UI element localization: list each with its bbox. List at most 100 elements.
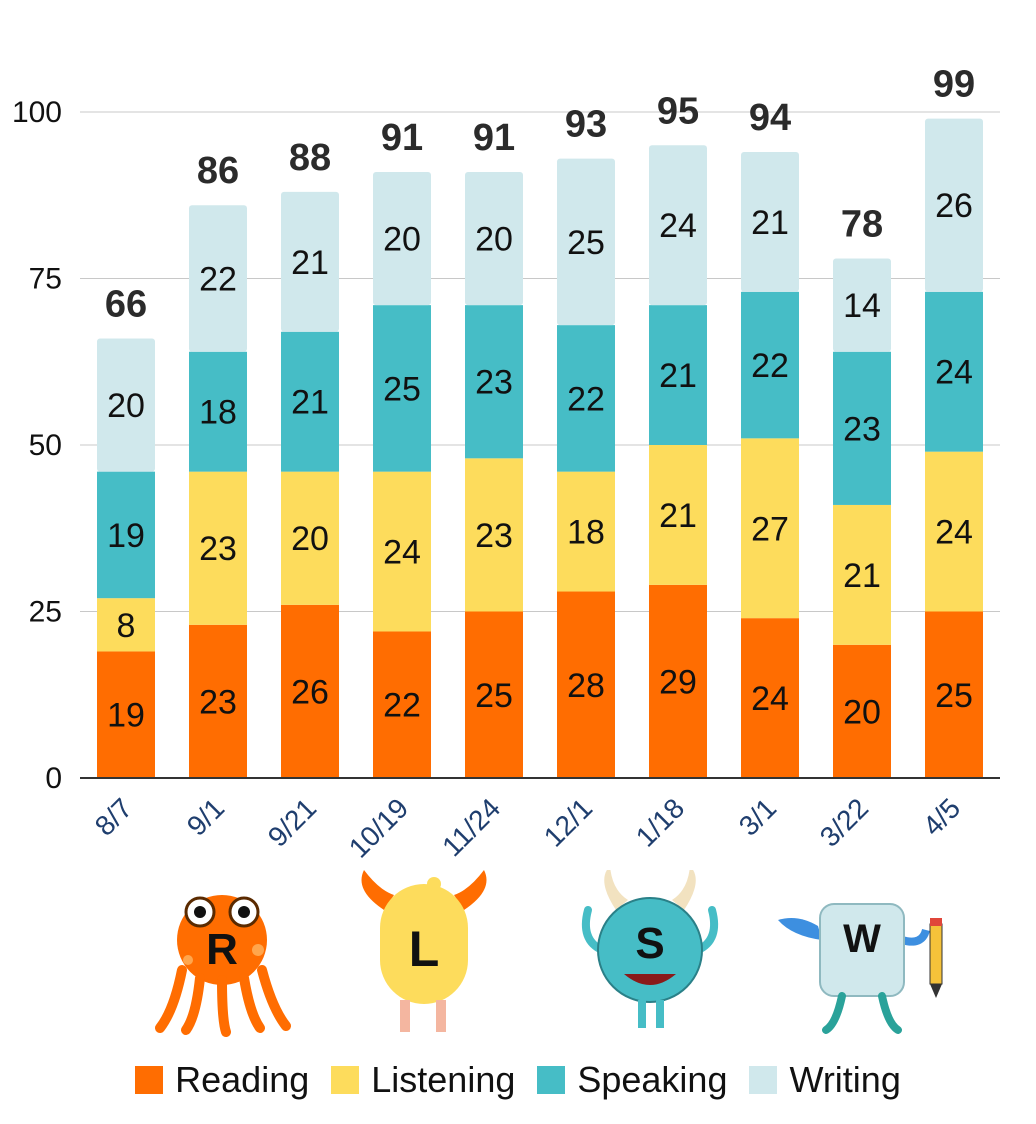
bar-stack-1-18: 29 21 21 24 95 xyxy=(649,90,707,778)
x-tick-label: 3/1 xyxy=(733,792,782,841)
value-label-writing: 21 xyxy=(751,204,789,242)
bar-listening-3-1 xyxy=(741,438,799,619)
legend-swatch-reading xyxy=(135,1066,164,1094)
value-label-listening: 21 xyxy=(659,497,697,535)
x-tick-label: 11/24 xyxy=(436,792,506,862)
total-label: 88 xyxy=(289,137,331,179)
bar-writing-12-1 xyxy=(557,158,615,326)
value-label-reading: 25 xyxy=(935,677,973,715)
bar-speaking-3-1 xyxy=(741,291,799,439)
bar-reading-9-21 xyxy=(281,604,339,778)
total-label: 94 xyxy=(749,97,791,139)
x-tick-label: 12/1 xyxy=(538,792,598,852)
value-label-reading: 28 xyxy=(567,667,605,705)
total-label: 95 xyxy=(657,90,699,132)
mascot-letter-r: R xyxy=(206,925,238,974)
bar-stack-3-22: 20 21 23 14 78 xyxy=(833,204,891,778)
value-label-reading: 29 xyxy=(659,663,697,701)
value-label-listening: 8 xyxy=(117,607,136,645)
mascot-letter-w: W xyxy=(843,917,881,961)
yellow-horned-monster-icon: L xyxy=(361,870,487,1032)
value-label-speaking: 21 xyxy=(291,384,329,422)
value-label-speaking: 18 xyxy=(199,394,237,432)
y-tick-label: 50 xyxy=(29,429,62,462)
total-label: 66 xyxy=(105,283,147,325)
mascot-letter-s: S xyxy=(635,919,664,968)
value-label-reading: 24 xyxy=(751,680,789,718)
value-label-writing: 26 xyxy=(935,187,973,225)
value-label-writing: 20 xyxy=(475,221,513,259)
bar-writing-8-7 xyxy=(97,338,155,472)
x-tick-label: 9/1 xyxy=(181,792,230,841)
x-axis-ticks: 8/7 9/1 9/21 10/19 11/24 12/1 1/18 3/1 3/22 4/5 xyxy=(89,792,966,863)
x-tick-label: 9/21 xyxy=(262,792,322,852)
value-label-listening: 24 xyxy=(935,514,973,552)
bar-writing-3-1 xyxy=(741,151,799,292)
value-label-speaking: 23 xyxy=(843,410,881,448)
bar-reading-9-1 xyxy=(189,624,247,778)
bar-reading-8-7 xyxy=(97,651,155,778)
value-label-reading: 26 xyxy=(291,673,329,711)
value-label-reading: 19 xyxy=(107,697,145,735)
bar-stack-3-1: 24 27 22 21 94 xyxy=(741,97,799,778)
value-label-reading: 25 xyxy=(475,677,513,715)
value-label-writing: 22 xyxy=(199,261,237,299)
bar-speaking-1-18 xyxy=(649,305,707,445)
bar-listening-10-19 xyxy=(373,471,431,632)
bar-speaking-3-22 xyxy=(833,351,891,505)
value-label-writing: 24 xyxy=(659,207,697,245)
value-label-speaking: 19 xyxy=(107,517,145,555)
total-label: 78 xyxy=(841,204,883,246)
bar-reading-3-1 xyxy=(741,618,799,778)
bar-listening-11-24 xyxy=(465,458,523,612)
total-label: 93 xyxy=(565,104,607,146)
legend-label-writing: Writing xyxy=(789,1059,901,1100)
bar-stack-8-7: 19 8 19 20 66 xyxy=(97,283,155,778)
legend: Reading Listening Speaking Writing xyxy=(0,1052,1036,1108)
legend-swatch-listening xyxy=(331,1066,360,1094)
bars: 1981920662323182286262021218822242520912… xyxy=(97,64,983,778)
value-label-reading: 22 xyxy=(383,687,421,725)
value-label-listening: 23 xyxy=(199,530,237,568)
bar-listening-9-21 xyxy=(281,471,339,605)
legend-swatch-writing xyxy=(749,1066,778,1094)
legend-item-reading: Reading xyxy=(135,1059,309,1101)
total-label: 99 xyxy=(933,64,975,106)
legend-item-writing: Writing xyxy=(749,1059,901,1101)
bar-reading-12-1 xyxy=(557,591,615,778)
value-label-speaking: 22 xyxy=(567,380,605,418)
bar-writing-4-5 xyxy=(925,118,983,292)
value-label-reading: 20 xyxy=(843,693,881,731)
value-label-speaking: 24 xyxy=(935,354,973,392)
x-tick-label: 4/5 xyxy=(917,792,966,841)
y-tick-label: 25 xyxy=(29,596,62,629)
blue-pencil-monster-icon: W xyxy=(778,903,943,1034)
orange-octopus-monster-icon: R xyxy=(155,895,291,1037)
bar-writing-9-21 xyxy=(281,191,339,332)
bar-listening-4-5 xyxy=(925,451,983,612)
bar-listening-9-1 xyxy=(189,471,247,625)
value-label-speaking: 25 xyxy=(383,370,421,408)
value-label-writing: 20 xyxy=(383,221,421,259)
legend-label-listening: Listening xyxy=(371,1059,516,1100)
bar-stack-10-19: 22 24 25 20 91 xyxy=(373,117,431,778)
total-label: 91 xyxy=(381,117,423,159)
legend-label-reading: Reading xyxy=(175,1059,310,1100)
bar-reading-3-22 xyxy=(833,644,891,778)
value-label-speaking: 21 xyxy=(659,357,697,395)
legend-item-speaking: Speaking xyxy=(537,1059,727,1101)
bar-writing-10-19 xyxy=(373,171,431,306)
mascot-letter-l: L xyxy=(409,921,440,977)
bar-stack-11-24: 25 23 23 20 91 xyxy=(465,117,523,778)
bar-stack-12-1: 28 18 22 25 93 xyxy=(557,104,615,778)
total-label: 91 xyxy=(473,117,515,159)
x-tick-label: 8/7 xyxy=(89,792,138,841)
bar-speaking-11-24 xyxy=(465,305,523,459)
bar-speaking-9-21 xyxy=(281,331,339,472)
legend-label-speaking: Speaking xyxy=(577,1059,728,1100)
x-tick-label: 1/18 xyxy=(630,792,690,852)
value-label-speaking: 23 xyxy=(475,364,513,402)
x-tick-label: 10/19 xyxy=(343,792,414,863)
value-label-listening: 24 xyxy=(383,534,421,572)
bar-writing-11-24 xyxy=(465,171,523,306)
